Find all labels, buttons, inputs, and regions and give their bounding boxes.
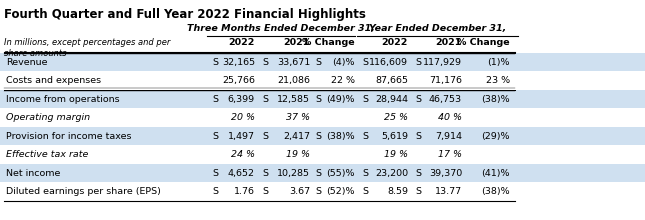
Text: 19 %: 19 % — [384, 150, 408, 159]
Text: In millions, except percentages and per
share amounts: In millions, except percentages and per … — [4, 38, 170, 59]
Text: Diluted earnings per share (EPS): Diluted earnings per share (EPS) — [6, 187, 161, 196]
Text: 32,165: 32,165 — [222, 58, 255, 67]
Text: % Change: % Change — [303, 38, 355, 47]
Text: S: S — [362, 187, 368, 196]
Text: S: S — [362, 95, 368, 104]
Text: 71,176: 71,176 — [429, 76, 462, 85]
Text: 37 %: 37 % — [286, 113, 310, 122]
Text: 6,399: 6,399 — [228, 95, 255, 104]
Text: 20 %: 20 % — [231, 113, 255, 122]
Text: 2022: 2022 — [382, 38, 408, 47]
Text: 40 %: 40 % — [438, 113, 462, 122]
Text: 2021: 2021 — [284, 38, 310, 47]
Text: 23,200: 23,200 — [375, 169, 408, 178]
Text: 46,753: 46,753 — [429, 95, 462, 104]
Text: 24 %: 24 % — [231, 150, 255, 159]
Text: 5,619: 5,619 — [381, 132, 408, 141]
Text: Three Months Ended December 31,: Three Months Ended December 31, — [187, 24, 375, 33]
Text: S: S — [212, 169, 218, 178]
Text: % Change: % Change — [457, 38, 510, 47]
Text: S: S — [415, 187, 421, 196]
Text: 3.67: 3.67 — [289, 187, 310, 196]
Bar — [0, 90, 645, 108]
Text: S: S — [212, 95, 218, 104]
Text: Net income: Net income — [6, 169, 61, 178]
Text: Effective tax rate: Effective tax rate — [6, 150, 88, 159]
Text: S: S — [315, 58, 321, 67]
Text: 25,766: 25,766 — [222, 76, 255, 85]
Text: S: S — [415, 58, 421, 67]
Text: 19 %: 19 % — [286, 150, 310, 159]
Text: S: S — [212, 132, 218, 141]
Bar — [0, 164, 645, 183]
Text: 117,929: 117,929 — [423, 58, 462, 67]
Text: 2,417: 2,417 — [283, 132, 310, 141]
Text: 10,285: 10,285 — [277, 169, 310, 178]
Text: (29)%: (29)% — [482, 132, 510, 141]
Text: 12,585: 12,585 — [277, 95, 310, 104]
Text: (52)%: (52)% — [326, 187, 355, 196]
Text: 116,609: 116,609 — [369, 58, 408, 67]
Text: (38)%: (38)% — [481, 187, 510, 196]
Text: (55)%: (55)% — [326, 169, 355, 178]
Text: S: S — [262, 169, 268, 178]
Text: Year Ended December 31,: Year Ended December 31, — [369, 24, 506, 33]
Text: 7,914: 7,914 — [435, 132, 462, 141]
Text: S: S — [315, 187, 321, 196]
Text: 25 %: 25 % — [384, 113, 408, 122]
Text: S: S — [415, 132, 421, 141]
Text: 87,665: 87,665 — [375, 76, 408, 85]
Text: S: S — [262, 58, 268, 67]
Text: (41)%: (41)% — [482, 169, 510, 178]
Text: S: S — [362, 169, 368, 178]
Text: 4,652: 4,652 — [228, 169, 255, 178]
Text: S: S — [315, 169, 321, 178]
Text: 2021: 2021 — [435, 38, 462, 47]
Text: Provision for income taxes: Provision for income taxes — [6, 132, 132, 141]
Text: (4)%: (4)% — [333, 58, 355, 67]
Bar — [0, 127, 645, 145]
Text: 22 %: 22 % — [331, 76, 355, 85]
Text: 1,497: 1,497 — [228, 132, 255, 141]
Text: (38)%: (38)% — [326, 132, 355, 141]
Text: 23 %: 23 % — [486, 76, 510, 85]
Text: S: S — [415, 95, 421, 104]
Text: Operating margin: Operating margin — [6, 113, 90, 122]
Text: Revenue: Revenue — [6, 58, 48, 67]
Text: Costs and expenses: Costs and expenses — [6, 76, 101, 85]
Text: S: S — [315, 132, 321, 141]
Text: 2022: 2022 — [228, 38, 255, 47]
Text: S: S — [415, 169, 421, 178]
Text: S: S — [362, 132, 368, 141]
Text: 17 %: 17 % — [438, 150, 462, 159]
Text: S: S — [212, 187, 218, 196]
Text: 21,086: 21,086 — [277, 76, 310, 85]
Text: S: S — [262, 132, 268, 141]
Text: Fourth Quarter and Full Year 2022 Financial Highlights: Fourth Quarter and Full Year 2022 Financ… — [4, 8, 366, 21]
Text: (49)%: (49)% — [326, 95, 355, 104]
Text: S: S — [315, 95, 321, 104]
Text: S: S — [362, 58, 368, 67]
Text: 28,944: 28,944 — [375, 95, 408, 104]
Text: S: S — [262, 187, 268, 196]
Text: (38)%: (38)% — [481, 95, 510, 104]
Text: 1.76: 1.76 — [234, 187, 255, 196]
Text: Income from operations: Income from operations — [6, 95, 119, 104]
Text: 8.59: 8.59 — [387, 187, 408, 196]
Bar — [0, 53, 645, 72]
Text: 13.77: 13.77 — [435, 187, 462, 196]
Text: S: S — [262, 95, 268, 104]
Text: 33,671: 33,671 — [277, 58, 310, 67]
Text: 39,370: 39,370 — [429, 169, 462, 178]
Text: S: S — [212, 58, 218, 67]
Text: (1)%: (1)% — [488, 58, 510, 67]
